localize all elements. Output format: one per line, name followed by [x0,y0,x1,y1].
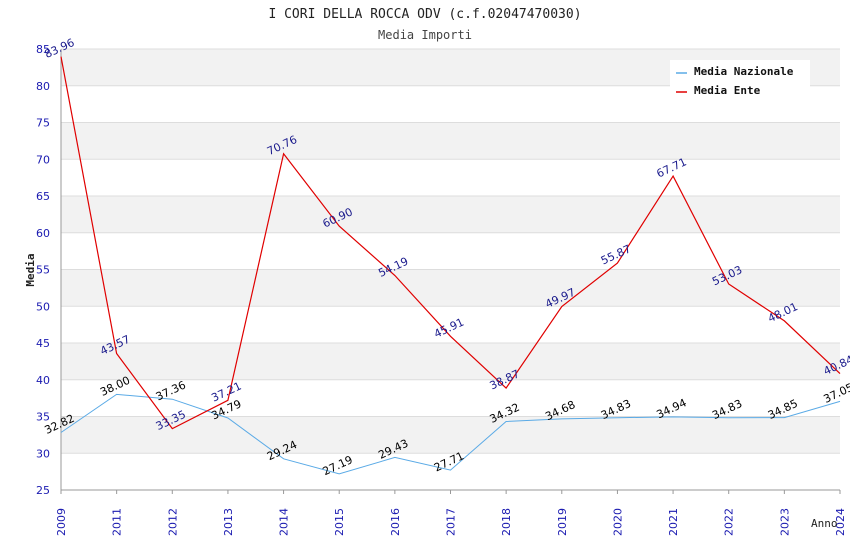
grid-band [61,122,840,160]
y-tick-label: 50 [36,300,50,313]
x-tick-label: 2011 [111,508,124,536]
x-tick-label: 2021 [667,508,680,536]
data-label: 27.19 [321,453,355,478]
y-tick-label: 40 [36,374,50,387]
legend-box [670,60,810,102]
legend-label-ente: Media Ente [694,84,761,97]
y-tick-label: 45 [36,337,50,350]
x-tick-label: 2020 [611,508,624,536]
grid-band [61,343,840,380]
x-axis-ticks: 2009 2011 2012 2013 2014 2015 2016 2017 2018 2019… [55,490,847,536]
x-tick-label: 2012 [166,508,179,536]
x-tick-label: 2019 [556,508,569,536]
x-axis-label: Anno [811,517,838,530]
y-axis-label: Media [24,253,37,286]
data-label: 37.05 [821,381,850,406]
x-tick-label: 2009 [55,508,68,536]
legend: Media Nazionale Media Ente [670,60,810,102]
y-tick-label: 65 [36,190,50,203]
chart-title: I CORI DELLA ROCCA ODV (c.f.02047470030) [268,7,581,22]
data-label: 45.91 [432,316,466,341]
y-tick-label: 60 [36,227,50,240]
x-tick-label: 2024 [834,508,847,536]
grid-band [61,269,840,307]
series-line-nazionale [60,393,841,475]
y-tick-label: 35 [36,411,50,424]
chart-subtitle: Media Importi [378,28,472,42]
x-tick-label: 2023 [778,508,791,536]
y-axis-ticks: 25 30 35 40 45 50 55 60 65 70 75 80 85 [36,43,50,497]
series-line-ente [60,56,841,430]
x-tick-label: 2015 [333,508,346,536]
data-label: 37.36 [154,378,188,403]
x-tick-label: 2022 [723,508,736,536]
x-tick-label: 2018 [500,508,513,536]
y-tick-label: 70 [36,153,50,166]
y-tick-label: 85 [36,43,50,56]
grid-band [61,416,840,454]
y-tick-label: 80 [36,80,50,93]
x-tick-label: 2017 [445,508,458,536]
x-tick-label: 2013 [222,508,235,536]
y-tick-label: 75 [36,117,50,130]
grid-band [61,196,840,233]
x-tick-label: 2014 [278,508,291,536]
series-lines [60,56,841,475]
legend-label-nazionale: Media Nazionale [694,65,794,78]
y-tick-label: 25 [36,484,50,497]
y-tick-label: 30 [36,447,50,460]
x-tick-label: 2016 [389,508,402,536]
y-tick-label: 55 [36,264,50,277]
